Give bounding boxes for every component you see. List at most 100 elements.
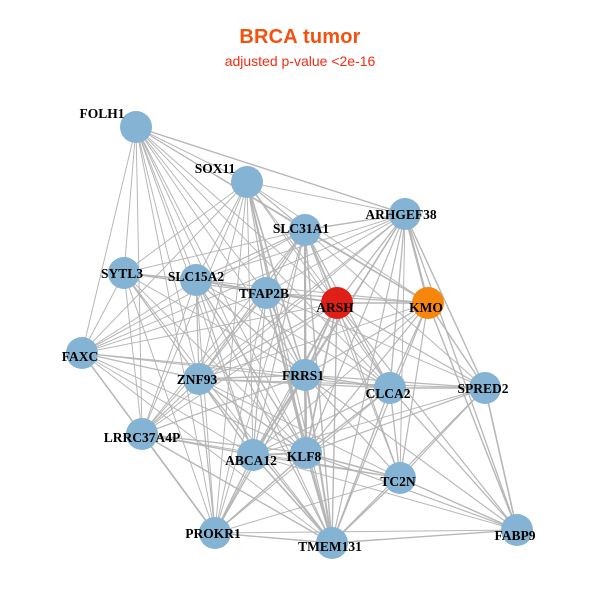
network-edge xyxy=(198,378,486,389)
network-edge xyxy=(214,477,401,534)
network-node-frrs1[interactable] xyxy=(289,359,321,391)
network-node-faxc[interactable] xyxy=(66,337,98,369)
network-node-clca2[interactable] xyxy=(374,372,406,404)
network-edge xyxy=(195,279,307,454)
network-node-spred2[interactable] xyxy=(469,372,501,404)
network-node-lrrc37a4p[interactable] xyxy=(126,418,158,450)
network-edge xyxy=(265,292,486,389)
network-edge xyxy=(135,126,406,215)
network-edge xyxy=(331,387,391,544)
network-edge xyxy=(81,279,197,354)
node-label-slc15a2: SLC15A2 xyxy=(168,269,225,284)
network-edge xyxy=(404,213,518,531)
network-node-arsh[interactable] xyxy=(321,287,353,319)
network-edge xyxy=(198,292,267,380)
node-label-clca2: CLCA2 xyxy=(365,386,410,401)
network-edge xyxy=(336,302,391,389)
network-edge xyxy=(123,272,307,454)
network-node-prokr1[interactable] xyxy=(199,517,231,549)
node-label-arsh: ARSH xyxy=(316,300,354,315)
network-edge xyxy=(195,279,216,534)
network-edge xyxy=(399,213,406,479)
network-edge xyxy=(265,292,391,389)
network-edge xyxy=(195,279,200,380)
network-edge xyxy=(214,181,248,534)
network-edge xyxy=(252,454,401,479)
node-label-lrrc37a4p: LRRC37A4P xyxy=(104,430,181,445)
network-edge xyxy=(141,292,267,435)
node-label-slc31a1: SLC31A1 xyxy=(273,221,330,236)
network-edge xyxy=(198,181,248,380)
network-node-arhgef38[interactable] xyxy=(389,198,421,230)
network-edge xyxy=(304,302,429,376)
network-edge xyxy=(304,213,406,231)
network-edge xyxy=(389,387,518,531)
network-edge xyxy=(214,529,518,534)
network-edge xyxy=(81,181,248,354)
network-node-abca12[interactable] xyxy=(237,439,269,471)
network-edge xyxy=(81,352,391,389)
network-edge xyxy=(427,302,518,531)
network-node-sox11[interactable] xyxy=(231,166,263,198)
node-label-frrs1: FRRS1 xyxy=(282,368,324,383)
network-edge xyxy=(141,374,306,435)
network-edge xyxy=(305,387,486,454)
network-node-znf93[interactable] xyxy=(183,363,215,395)
network-node-tfap2b[interactable] xyxy=(250,277,282,309)
network-edge xyxy=(252,292,267,456)
network-edge xyxy=(195,181,248,281)
network-edge xyxy=(123,272,143,435)
network-edge xyxy=(81,352,200,380)
network-edge xyxy=(141,279,197,435)
network-edge xyxy=(141,433,216,534)
network-edge xyxy=(246,181,306,376)
node-label-fabp9: FABP9 xyxy=(495,528,536,543)
network-edge xyxy=(246,181,267,294)
network-edge xyxy=(305,302,429,454)
node-label-prokr1: PROKR1 xyxy=(185,526,241,541)
network-node-tc2n[interactable] xyxy=(384,462,416,494)
network-node-klf8[interactable] xyxy=(290,437,322,469)
network-edge xyxy=(484,387,518,531)
node-label-sytl3: SYTL3 xyxy=(101,266,143,281)
network-edge xyxy=(305,452,518,531)
network-edge xyxy=(304,229,486,389)
network-edge xyxy=(198,378,307,454)
network-edge xyxy=(123,229,306,274)
network-edge xyxy=(252,302,429,456)
network-edge xyxy=(141,433,307,454)
network-edge xyxy=(252,454,333,544)
network-edge xyxy=(198,378,216,534)
edge-layer xyxy=(81,126,518,544)
node-label-abca12: ABCA12 xyxy=(225,453,277,468)
network-edge xyxy=(336,302,518,531)
network-edge xyxy=(81,126,137,354)
network-edge xyxy=(81,302,338,354)
node-label-klf8: KLF8 xyxy=(287,449,322,464)
network-edge xyxy=(252,387,486,456)
node-label-kmo: KMO xyxy=(409,300,443,315)
network-node-kmo[interactable] xyxy=(412,287,444,319)
network-edge xyxy=(195,229,306,281)
network-edge xyxy=(336,213,406,304)
network-node-slc15a2[interactable] xyxy=(180,264,212,296)
network-node-sytl3[interactable] xyxy=(108,257,140,289)
node-label-spred2: SPRED2 xyxy=(457,381,508,396)
network-node-folh1[interactable] xyxy=(120,111,152,143)
network-edge xyxy=(331,529,518,544)
network-edge xyxy=(331,302,429,544)
node-label-arhgef38: ARHGEF38 xyxy=(365,207,437,222)
node-layer[interactable] xyxy=(66,111,533,559)
network-node-tmem131[interactable] xyxy=(316,527,348,559)
node-label-tmem131: TMEM131 xyxy=(298,539,362,554)
network-edge xyxy=(81,213,406,354)
network-edge xyxy=(141,181,248,435)
network-node-fabp9[interactable] xyxy=(501,514,533,546)
network-node-slc31a1[interactable] xyxy=(289,214,321,246)
network-edge xyxy=(135,126,143,435)
network-edge xyxy=(246,181,429,304)
network-edge xyxy=(195,279,429,304)
network-edge xyxy=(399,477,518,531)
